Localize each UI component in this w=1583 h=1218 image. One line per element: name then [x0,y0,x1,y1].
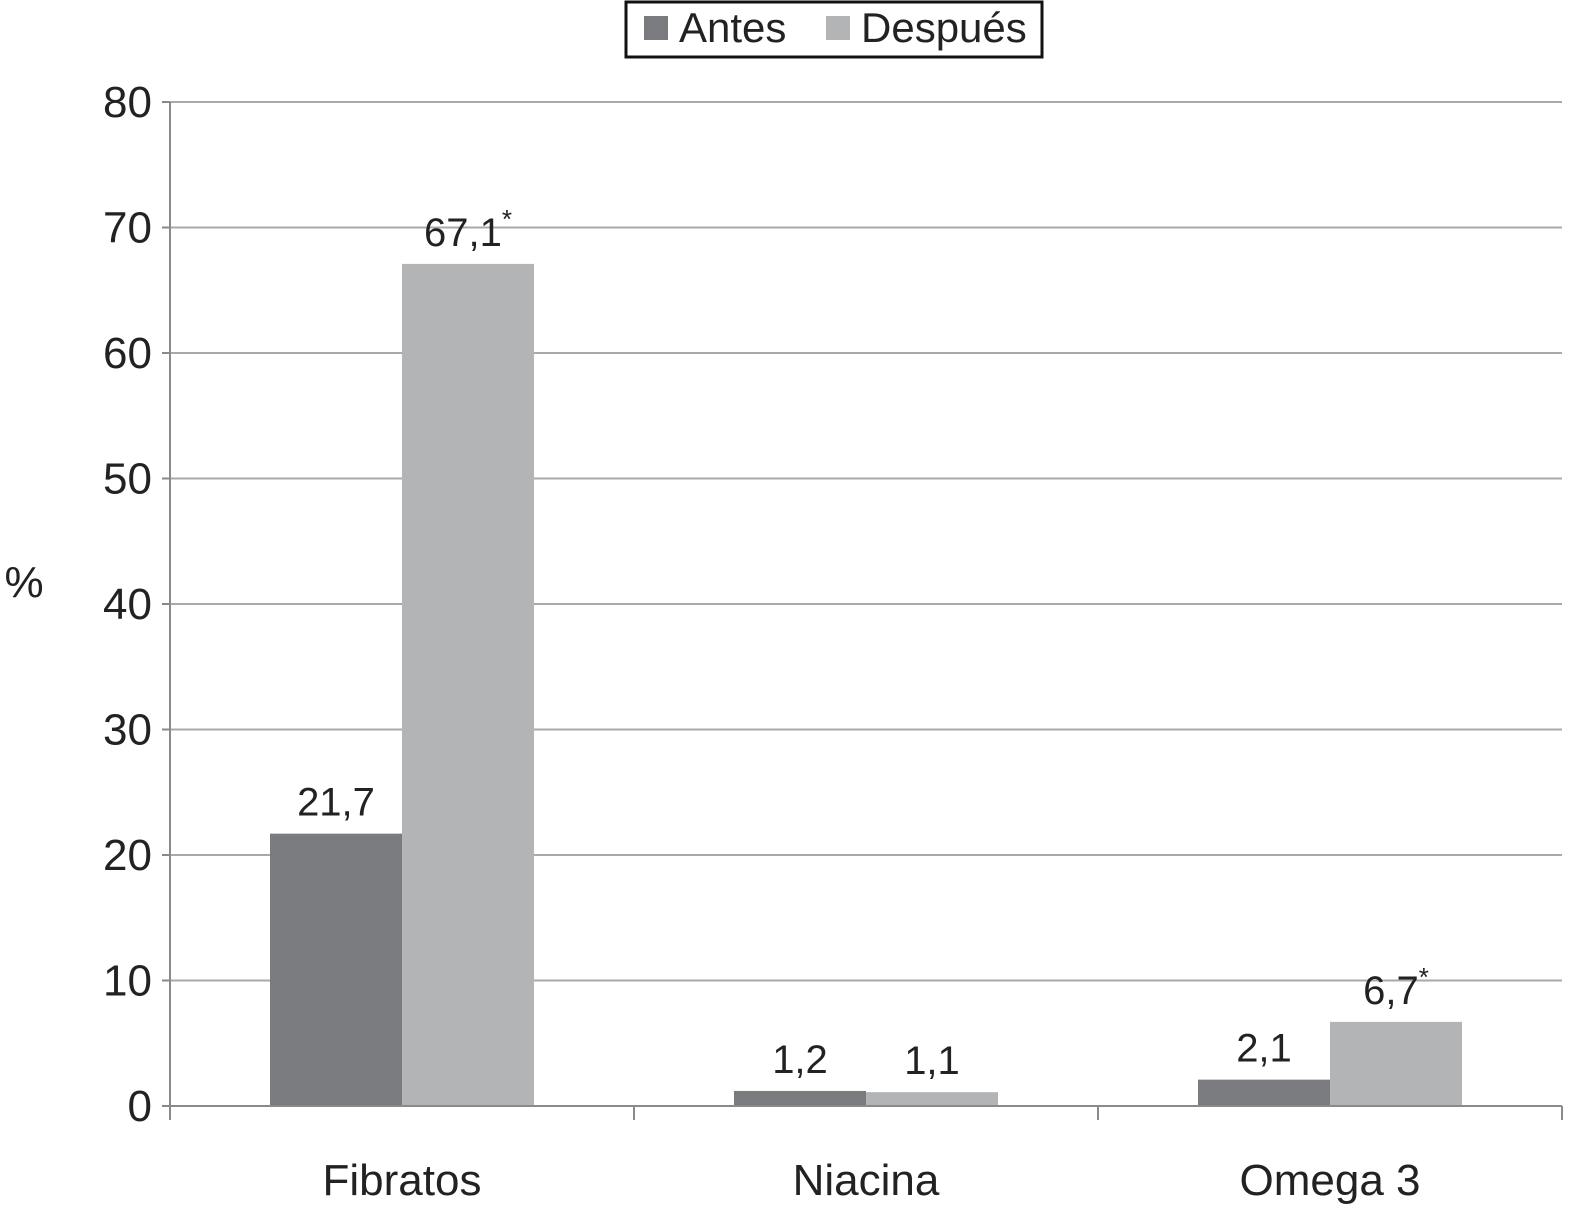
data-label-value: 1,2 [772,1038,828,1082]
data-label: 2,1 [1236,1027,1292,1071]
bars [270,263,1462,1106]
legend-swatch [826,16,850,40]
data-label: 21,7 [297,781,375,825]
data-label-value: 2,1 [1236,1027,1292,1071]
data-label-value: 6,7 [1363,969,1419,1013]
legend-label: Antes [679,4,786,51]
data-label: 6,7* [1363,962,1429,1013]
y-axis-label-group: % [4,558,43,607]
x-category-label: Fibratos [323,1156,482,1205]
axes [169,102,1563,1120]
y-tick-label: 70 [103,204,152,253]
legend-label: Después [861,4,1027,51]
x-category-label: Niacina [793,1156,940,1205]
data-label: 1,2 [772,1038,828,1082]
significance-mark: * [502,204,512,234]
bar-antes-fibratos [270,833,402,1106]
data-label: 1,1 [904,1039,960,1083]
y-tick-label: 50 [103,455,152,504]
data-label-value: 1,1 [904,1039,960,1083]
data-labels: 21,767,1*1,2 1,1 2,16,7* [297,204,1429,1083]
y-tick-label: 40 [103,580,152,629]
bar-después-niacina [866,1092,998,1106]
data-label-value: 21,7 [297,781,375,825]
y-tick-label: 80 [103,78,152,127]
y-tick-label: 0 [128,1082,152,1131]
y-tick-label: 30 [103,706,152,755]
significance-mark: * [1419,962,1429,992]
data-label-value: 67,1 [424,211,502,255]
x-axis-labels: Fibratos Niacina Omega 3 [323,1156,1421,1205]
legend-swatch [644,16,668,40]
bar-después-omega-3 [1330,1021,1462,1106]
y-tick-label: 10 [103,957,152,1006]
y-tick-label: 60 [103,329,152,378]
bar-antes-niacina [734,1090,866,1106]
legend: Antes Después [624,0,1044,59]
y-axis-ticks: 0 10 20 30 40 50 60 70 80 [103,78,170,1131]
y-tick-label: 20 [103,831,152,880]
data-label: 67,1* [424,204,512,255]
bar-antes-omega-3 [1198,1079,1330,1106]
x-category-label: Omega 3 [1240,1156,1421,1205]
y-axis-label: % [4,558,43,607]
bar-después-fibratos [402,263,534,1106]
